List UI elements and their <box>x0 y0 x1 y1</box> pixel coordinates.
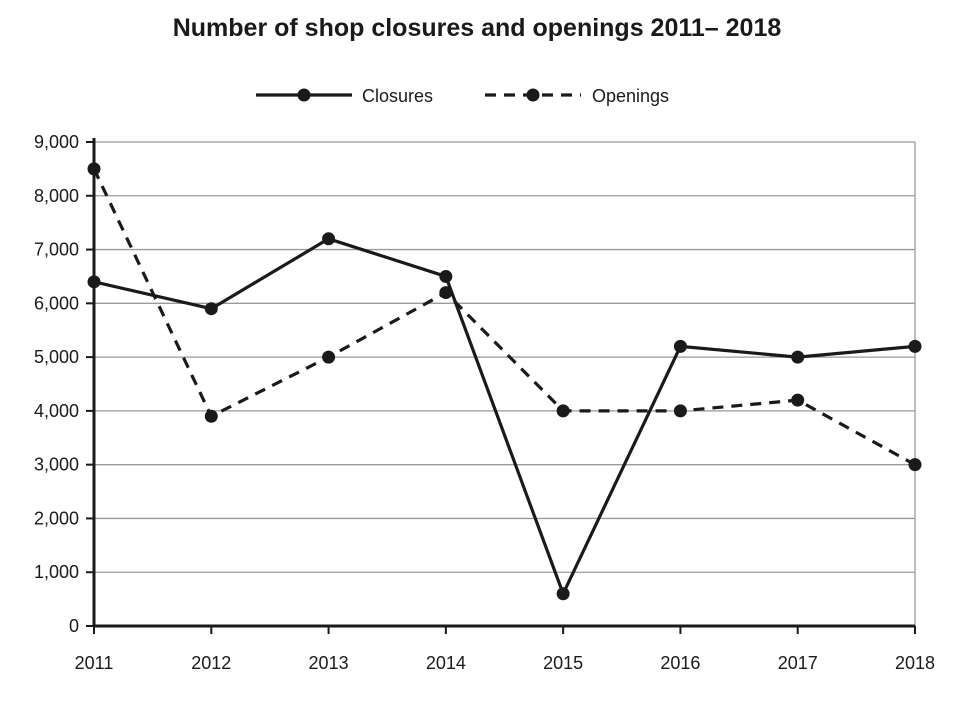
data-point-closures <box>204 302 218 316</box>
chart-title: Number of shop closures and openings 201… <box>172 14 782 42</box>
data-point-closures <box>791 350 805 364</box>
data-point-openings <box>439 286 453 300</box>
x-tick-label: 2013 <box>309 653 349 673</box>
data-point-closures <box>556 587 570 601</box>
series-group <box>87 162 922 601</box>
x-tick-label: 2018 <box>895 653 935 673</box>
data-point-openings <box>908 458 922 472</box>
x-tick-label: 2017 <box>778 653 818 673</box>
series-line-closures <box>93 237 916 596</box>
x-tick-label: 2011 <box>75 653 114 673</box>
data-point-closures <box>439 269 453 283</box>
y-tick-label: 2,000 <box>34 508 79 528</box>
data-point-openings <box>556 404 570 418</box>
y-tick-label: 3,000 <box>34 455 79 475</box>
data-point-openings <box>204 409 218 423</box>
data-point-openings <box>87 162 101 176</box>
data-point-openings <box>322 350 336 364</box>
data-point-closures <box>322 232 336 246</box>
x-axis-ticks: 2011 2012 2013 2014 2015 2016 2017 2018 <box>75 626 935 673</box>
y-tick-label: 5,000 <box>34 347 79 367</box>
y-tick-label: 7,000 <box>34 240 79 260</box>
data-point-closures <box>673 339 687 353</box>
y-tick-label: 6,000 <box>34 293 79 313</box>
data-point-openings <box>673 404 687 418</box>
y-axis-ticks: 0 1,000 2,000 3,000 4,000 5,000 6,000 7,000 8,00… <box>34 132 94 636</box>
data-point-openings <box>791 393 805 407</box>
x-tick-label: 2014 <box>426 653 466 673</box>
axes <box>92 138 915 628</box>
y-tick-label: 4,000 <box>34 401 79 421</box>
y-tick-label: 8,000 <box>34 186 79 206</box>
x-tick-label: 2015 <box>543 653 583 673</box>
x-tick-label: 2012 <box>191 653 231 673</box>
y-tick-label: 9,000 <box>34 132 79 152</box>
legend-marker-closures <box>297 88 311 102</box>
data-point-closures <box>908 339 922 353</box>
y-tick-label: 0 <box>69 616 79 636</box>
legend-label-openings: Openings <box>592 86 669 106</box>
legend-marker-openings <box>526 88 540 102</box>
y-tick-label: 1,000 <box>34 562 79 582</box>
series-line-openings <box>92 168 916 467</box>
x-tick-label: 2016 <box>660 653 700 673</box>
grid-lines <box>94 141 916 626</box>
legend: Closures Openings <box>256 86 669 106</box>
data-point-closures <box>87 275 101 289</box>
legend-label-closures: Closures <box>362 86 433 106</box>
